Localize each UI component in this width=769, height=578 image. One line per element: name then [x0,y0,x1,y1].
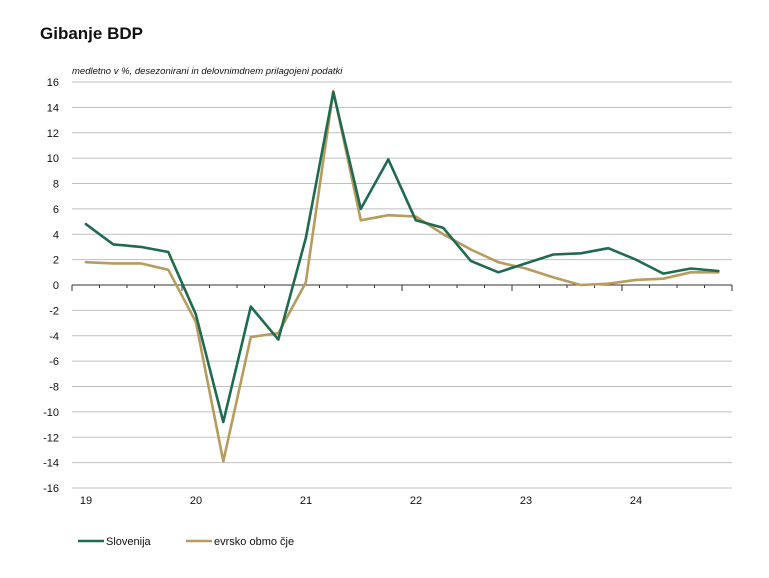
y-tick-label: 4 [53,229,59,241]
legend: Slovenija evrsko obmo čje [78,536,294,548]
y-tick-label: 12 [47,128,59,140]
legend-label: evrsko obmo čje [214,536,294,548]
series-lines [84,89,720,463]
series-line [84,90,720,424]
x-tick-label: 22 [410,495,422,507]
y-tick-label: -16 [43,483,59,495]
y-tick-label: 14 [47,102,59,114]
y-tick-label: 16 [47,77,59,89]
series-line [84,89,720,463]
y-tick-label: 2 [53,255,59,267]
x-tick-label: 24 [630,495,642,507]
y-tick-label: -14 [43,458,59,470]
y-tick-label: -4 [49,331,59,343]
grid-lines [72,81,732,489]
chart-title: Gibanje BDP [40,24,143,43]
y-tick-label: -2 [49,305,59,317]
y-tick-label: -6 [49,356,59,368]
y-tick-label: 6 [53,204,59,216]
chart-subtitle: medletno v %, desezonirani in delovnimdn… [72,66,343,77]
y-tick-label: 8 [53,179,59,191]
legend-label: Slovenija [106,536,152,548]
x-tick-label: 21 [300,495,312,507]
x-axis: 19 20 21 22 23 24 [71,284,733,507]
y-tick-label: -12 [43,432,59,444]
y-tick-label: -8 [49,382,59,394]
x-tick-label: 20 [190,495,202,507]
x-tick-label: 19 [80,495,92,507]
y-tick-label: -10 [43,407,59,419]
y-axis-ticks: 16 14 12 10 8 6 4 2 0 -2 -4 -6 -8 -10 -12 -14 -16 [43,77,59,495]
x-tick-label: 23 [520,495,532,507]
y-tick-label: 10 [47,153,59,165]
y-tick-label: 0 [53,280,59,292]
